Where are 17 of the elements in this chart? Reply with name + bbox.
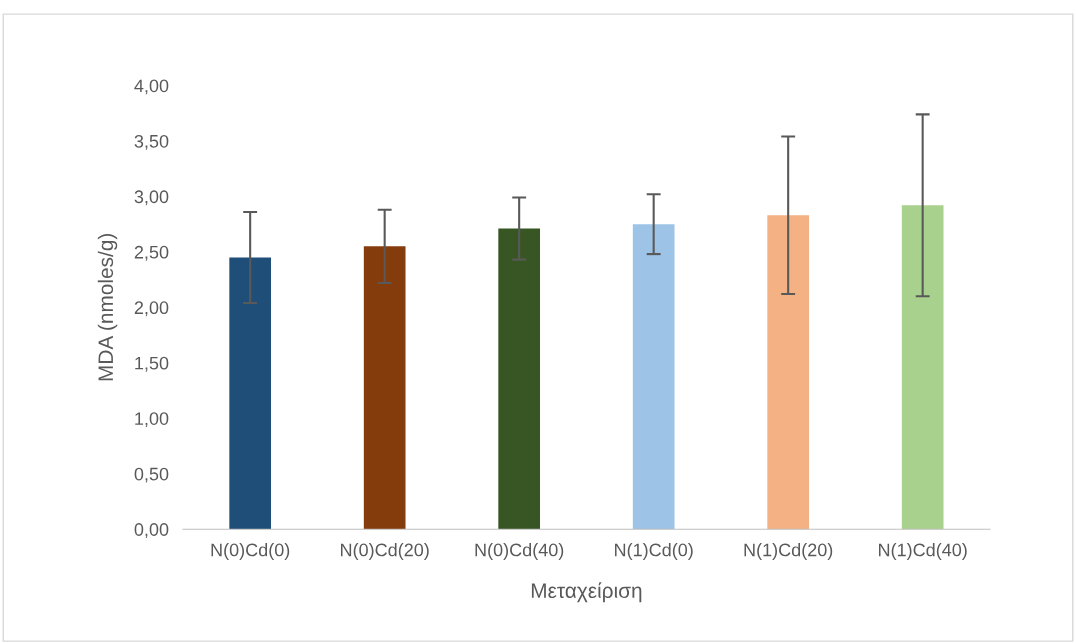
- x-tick-label: N(1)Cd(20): [744, 543, 833, 560]
- y-tick-label: 0,00: [134, 523, 169, 539]
- x-tick-label: N(0)Cd(20): [341, 543, 429, 560]
- y-axis-title: MDA (nmoles/g): [97, 233, 118, 381]
- x-axis-title: Μεταχείριση: [531, 582, 642, 603]
- y-tick-label: 2,00: [134, 301, 169, 317]
- x-tick-label: N(1)Cd(0): [615, 543, 693, 560]
- x-tick-label: N(1)Cd(40): [879, 543, 967, 560]
- y-tick-label: 0,50: [134, 467, 169, 483]
- y-tick-label: 3,50: [134, 134, 169, 150]
- y-tick-label: 2,50: [134, 245, 169, 261]
- y-tick-label: 1,00: [135, 412, 169, 428]
- y-tick-label: 4,00: [134, 79, 169, 95]
- y-tick-label: 1,50: [135, 356, 169, 372]
- x-tick-label: N(0)Cd(0): [211, 543, 290, 560]
- y-tick-label: 3,00: [134, 190, 169, 206]
- x-tick-label: N(0)Cd(40): [475, 543, 564, 560]
